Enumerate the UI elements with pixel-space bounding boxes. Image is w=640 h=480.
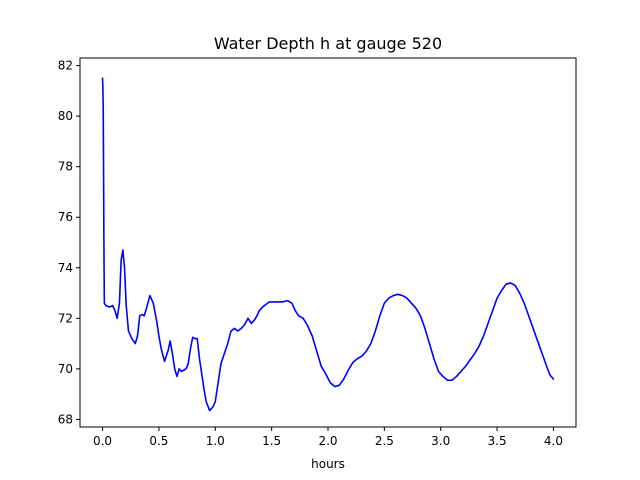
x-tick-label: 4.0 [544,434,563,448]
x-tick-label: 1.0 [206,434,225,448]
series-line-0 [101,77,555,412]
y-axis: 68 70 72 74 76 78 80 82 [58,59,80,426]
x-axis-label: hours [311,457,345,471]
y-tick-label: 80 [58,109,73,123]
x-tick-label: 3.0 [431,434,450,448]
y-tick-label: 82 [58,59,73,73]
x-axis: 0.0 0.5 1.0 1.5 2.0 2.5 3.0 3.5 4.0 [93,427,563,448]
plot-frame [79,57,577,428]
chart-title: Water Depth h at gauge 520 [214,34,442,53]
x-tick-label: 2.5 [375,434,394,448]
y-tick-label: 76 [58,210,73,224]
x-tick-label: 0.0 [93,434,112,448]
x-tick-label: 3.5 [488,434,507,448]
x-tick-label: 2.0 [318,434,337,448]
series-layer [101,77,555,412]
x-tick-label: 0.5 [149,434,168,448]
y-tick-label: 68 [58,412,73,426]
y-tick-label: 70 [58,362,73,376]
y-tick-label: 72 [58,311,73,325]
y-tick-label: 74 [58,261,73,275]
x-tick-label: 1.5 [262,434,281,448]
y-tick-label: 78 [58,160,73,174]
